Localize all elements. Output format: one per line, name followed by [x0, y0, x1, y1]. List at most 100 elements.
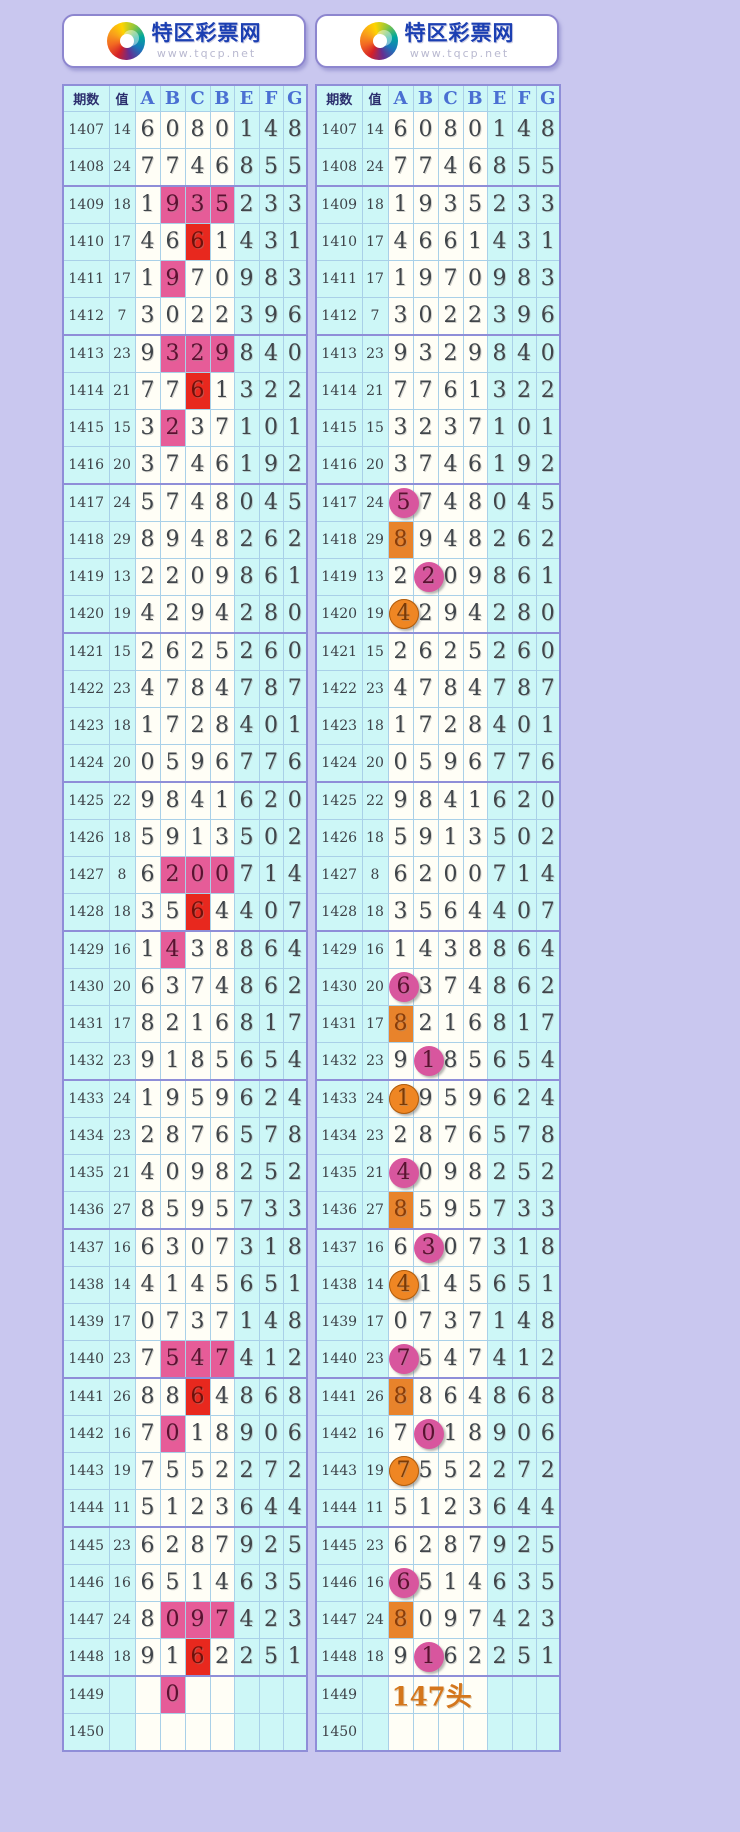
digit-cell: 6 [387, 1564, 419, 1602]
digit-cell: 4 [437, 446, 464, 485]
digit-cell: 5 [511, 1042, 537, 1081]
digit-cell: 9 [486, 1415, 513, 1453]
digit: 0 [264, 415, 278, 440]
digit: 5 [140, 825, 155, 850]
digit: 4 [468, 1384, 482, 1409]
digit-cell: 6 [462, 148, 488, 187]
digit: 8 [393, 527, 408, 552]
digit: 8 [540, 1235, 555, 1260]
digit: 9 [443, 1197, 458, 1222]
digit-cell: 2 [535, 819, 561, 857]
period-cell: 1415 [62, 409, 110, 447]
period-cell: 1409 [62, 185, 110, 224]
digit: 6 [287, 750, 302, 775]
digit: 6 [468, 750, 482, 775]
digit-cell: 2 [134, 632, 161, 671]
value-cell: 29 [108, 521, 136, 559]
digit: 8 [165, 788, 180, 813]
digit-cell: 2 [282, 968, 308, 1006]
digit-cell: 3 [511, 223, 537, 261]
digit: 8 [215, 713, 229, 738]
digit: 9 [190, 1607, 205, 1632]
digit: 8 [492, 1384, 507, 1409]
digit: 7 [468, 415, 482, 440]
digit: 4 [418, 937, 433, 962]
digit-cell: 8 [282, 1303, 308, 1341]
digit-cell: 9 [412, 185, 439, 224]
digit: 6 [443, 378, 458, 403]
period-cell: 1450 [62, 1713, 110, 1752]
digit-cell: 8 [462, 1415, 488, 1453]
digit-cell: 1 [412, 1638, 444, 1677]
digit-cell: 2 [159, 595, 186, 634]
digit: 2 [165, 1011, 180, 1036]
digit: 6 [517, 564, 531, 589]
column-header: 值 [108, 84, 136, 112]
column-header: 期数 [315, 84, 363, 112]
digit: 0 [413, 1419, 444, 1449]
digit-cell: 9 [184, 1154, 211, 1192]
table-row: 1434 23 2 8 7 6 5 7 8 [315, 1117, 561, 1155]
digit-cell: 2 [387, 1117, 414, 1155]
digit-cell: 2 [184, 632, 211, 671]
site-logo-box[interactable]: 特区彩票网 www.tqcp.net [62, 14, 306, 68]
digit: 8 [190, 676, 205, 701]
digit-cell: 4 [258, 111, 284, 149]
period-cell: 1408 [315, 148, 363, 187]
table-row: 1437 16 6 3 0 7 3 1 8 [315, 1228, 561, 1267]
site-logo-box[interactable]: 特区彩票网 www.tqcp.net [315, 14, 559, 68]
digit-cell: 0 [233, 483, 260, 522]
digit: 5 [393, 825, 408, 850]
value-cell: 17 [361, 1005, 389, 1043]
digit: 3 [492, 1235, 507, 1260]
digit-cell: 7 [462, 1340, 488, 1379]
period-cell: 1442 [315, 1415, 363, 1453]
digit-cell: 9 [412, 521, 439, 559]
period-cell: 1432 [315, 1042, 363, 1081]
digit-cell: 9 [462, 334, 488, 373]
digit: 1 [239, 415, 254, 440]
digit-cell: 2 [209, 297, 235, 336]
digit-cell: 2 [462, 297, 488, 336]
digit: 8 [540, 117, 555, 142]
table-row: 1444 11 5 1 2 3 6 4 4 [315, 1489, 561, 1528]
digit-cell: 2 [462, 1452, 488, 1490]
table-row: 1412 7 3 0 2 2 3 9 6 [315, 297, 561, 336]
value-cell: 24 [108, 1079, 136, 1118]
digit: 8 [287, 1309, 302, 1334]
period-cell: 1417 [62, 483, 110, 522]
digit: 6 [190, 378, 205, 403]
digit: 1 [540, 1644, 555, 1669]
digit: 1 [517, 1346, 531, 1371]
panel-right: 特区彩票网 www.tqcp.net 期数值 A B C B E F G 1407 14 6 0 8 0… [315, 0, 561, 1752]
digit-cell: 1 [233, 111, 260, 149]
digit-cell: 7 [387, 1452, 419, 1490]
digit: 2 [540, 825, 555, 850]
digit-cell: 7 [159, 372, 186, 410]
digit: 2 [287, 452, 302, 477]
digit: 3 [393, 452, 408, 477]
digit: 2 [239, 527, 254, 552]
digit: 9 [393, 788, 408, 813]
digit-cell: 2 [233, 595, 260, 634]
digit: 0 [264, 1421, 278, 1446]
digit-cell [535, 1713, 561, 1752]
digit-cell: 0 [412, 1415, 444, 1453]
digit: 4 [468, 676, 482, 701]
digit-cell: 8 [233, 148, 260, 187]
digit-cell: 0 [258, 409, 284, 447]
digit-cell: 4 [282, 1079, 308, 1118]
digit: 8 [393, 1384, 408, 1409]
digit-cell: 3 [159, 968, 186, 1006]
digit-cell [462, 1675, 488, 1714]
digit: 4 [264, 490, 278, 515]
digit-cell: 6 [209, 446, 235, 485]
digit-cell: 5 [282, 483, 308, 522]
digit-cell: 3 [387, 297, 414, 336]
digit: 6 [239, 1086, 254, 1111]
table-row: 1417 24 5 7 4 8 0 4 5 [315, 483, 561, 522]
value-cell: 18 [108, 893, 136, 932]
value-cell: 17 [361, 260, 389, 298]
digit-cell: 9 [209, 558, 235, 596]
digit-cell: 4 [535, 1042, 561, 1081]
